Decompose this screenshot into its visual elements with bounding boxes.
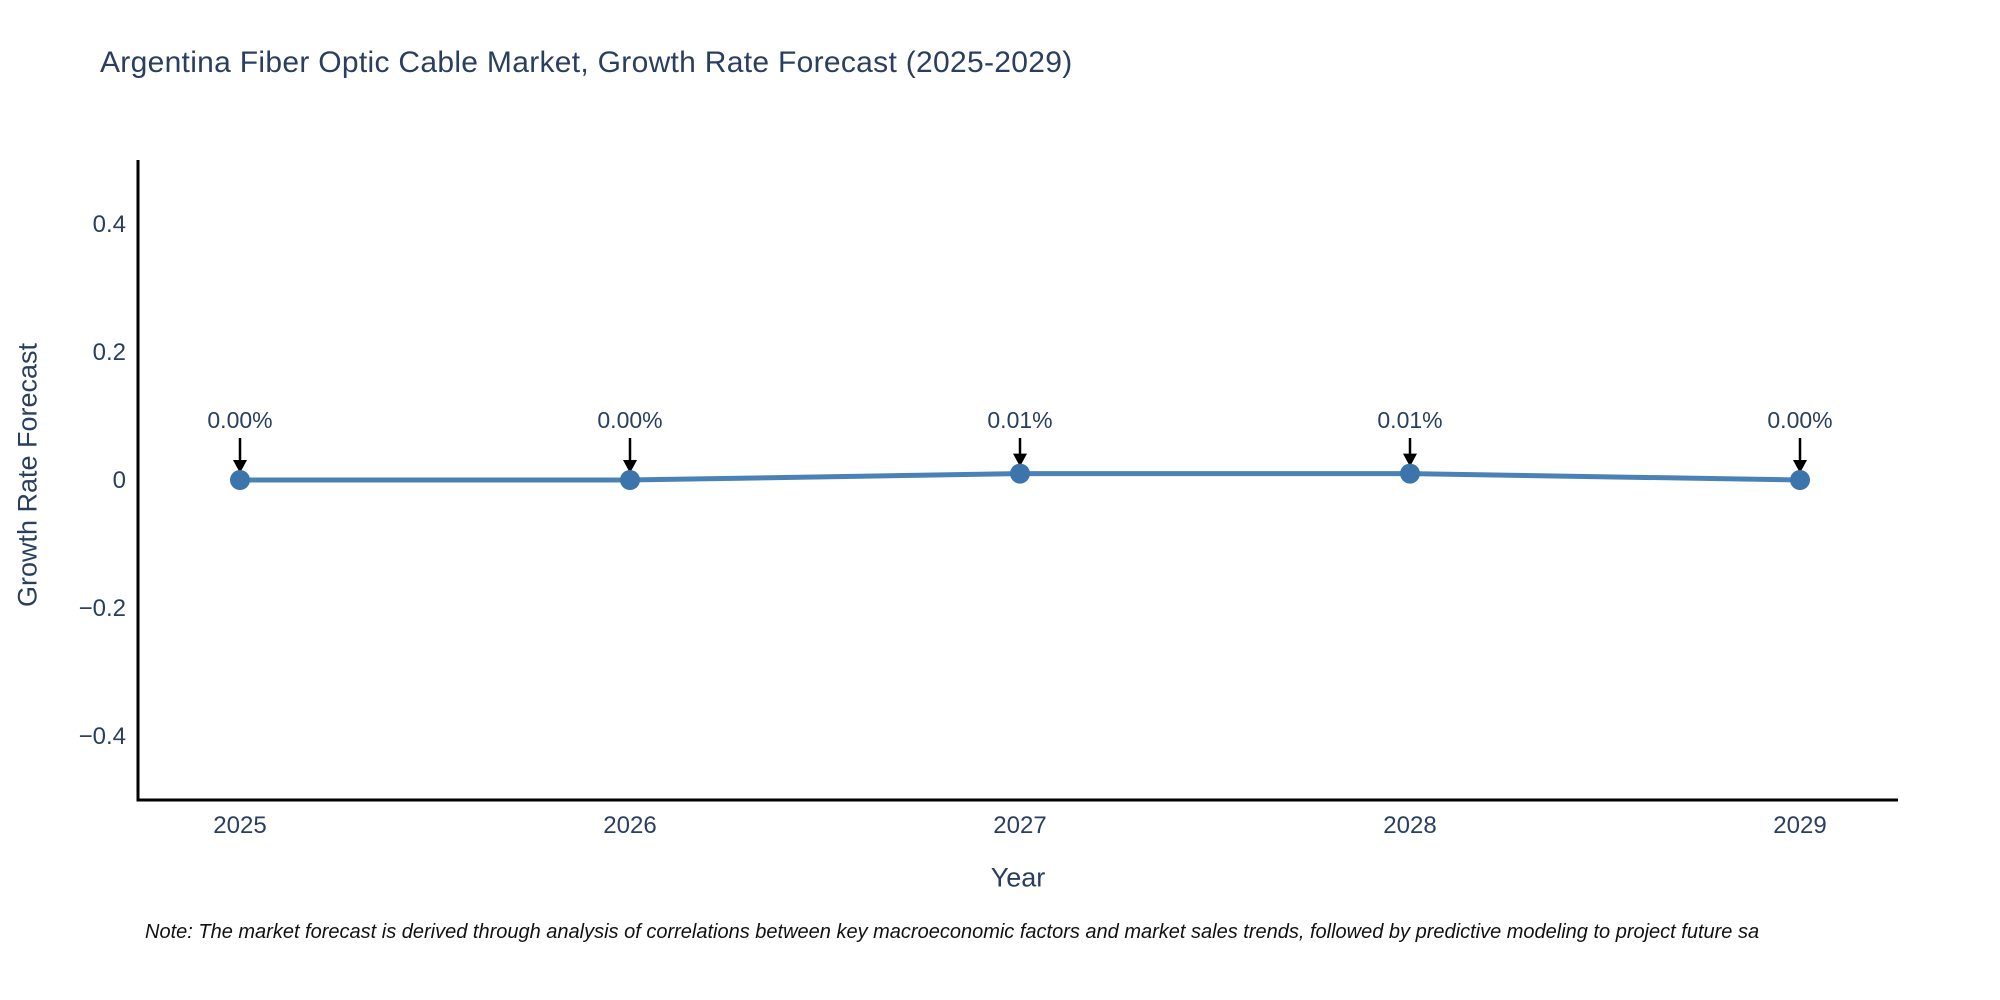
y-tick-label: −0.4 — [79, 723, 126, 750]
annotation-label: 0.00% — [207, 407, 272, 433]
annotation-arrowhead — [1013, 453, 1027, 467]
x-axis-title: Year — [990, 862, 1046, 893]
data-point-2027[interactable] — [1010, 463, 1030, 484]
annotation-label: 0.00% — [597, 407, 662, 433]
chart-title: Argentina Fiber Optic Cable Market, Grow… — [100, 46, 1073, 79]
annotation-label: 0.01% — [987, 407, 1052, 433]
x-tick-label: 2025 — [213, 812, 266, 839]
footnote: Note: The market forecast is derived thr… — [145, 921, 1760, 943]
y-tick-label: 0.2 — [93, 339, 126, 366]
data-point-2025[interactable] — [230, 470, 250, 490]
y-tick-label: −0.2 — [79, 595, 126, 622]
data-point-2028[interactable] — [1400, 463, 1420, 484]
data-point-2029[interactable] — [1790, 470, 1810, 490]
annotation-arrowhead — [1403, 453, 1417, 467]
x-tick-label: 2028 — [1383, 812, 1436, 839]
x-tick-label: 2027 — [993, 812, 1046, 839]
data-point-2026[interactable] — [620, 470, 640, 490]
x-tick-label: 2029 — [1773, 812, 1826, 839]
annotation-arrowhead — [233, 460, 247, 473]
y-tick-label: 0.4 — [93, 211, 126, 238]
annotation-label: 0.00% — [1767, 407, 1832, 433]
x-tick-label: 2026 — [603, 812, 656, 839]
annotation-arrowhead — [623, 460, 637, 473]
annotation-arrowhead — [1793, 460, 1807, 473]
annotation-label: 0.01% — [1377, 407, 1442, 433]
y-tick-label: 0 — [113, 467, 126, 494]
